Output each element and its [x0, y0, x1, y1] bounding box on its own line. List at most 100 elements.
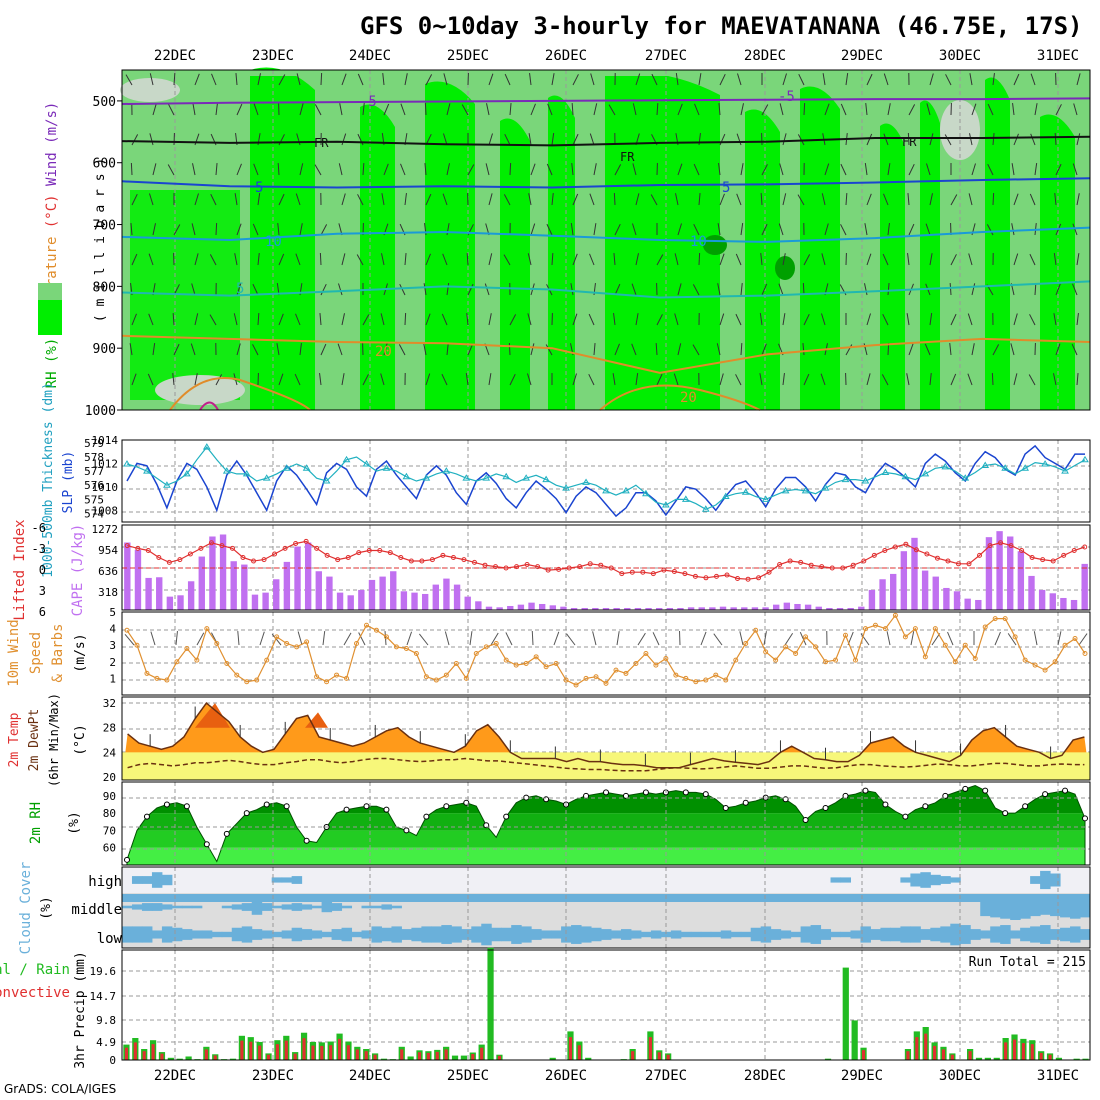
- cloud-bar: [1000, 895, 1011, 919]
- wind-barb: [779, 103, 784, 116]
- cloud-bar: [1020, 927, 1031, 942]
- li-marker: [903, 541, 909, 547]
- li-marker: [429, 557, 435, 563]
- cloud-bar: [281, 904, 293, 910]
- li-marker: [998, 540, 1004, 546]
- wind-speed-marker: [433, 677, 439, 683]
- wind-barb: [840, 224, 847, 236]
- cloud-bar: [940, 926, 951, 943]
- cloud-bar: [840, 931, 851, 938]
- cloud-bar: [261, 903, 273, 911]
- thickness-marker: [163, 481, 171, 488]
- li-marker: [829, 565, 835, 571]
- isotherm-label: 5: [236, 281, 244, 297]
- convective-bar: [480, 1047, 484, 1060]
- wind-barb: [529, 73, 532, 86]
- precip-bar: [451, 1055, 459, 1060]
- cloud-bar: [541, 930, 552, 939]
- wind-barb: [719, 73, 726, 86]
- wind-speed-marker: [922, 654, 928, 660]
- wind-barb: [887, 283, 890, 296]
- wind-barb: [486, 103, 490, 116]
- wind-barb: [296, 73, 301, 86]
- wind-barb: [1013, 133, 1019, 146]
- cloud-bar: [281, 877, 293, 883]
- thickness-marker: [362, 460, 371, 467]
- li-marker: [1019, 548, 1025, 553]
- date-label-bottom: 27DEC: [645, 1068, 687, 1084]
- slp-tick-label: 1014: [92, 434, 119, 447]
- wind-speed-marker: [663, 655, 669, 661]
- convective-bar: [302, 1038, 306, 1060]
- wind-barb: [215, 103, 218, 116]
- cloud-bar: [860, 926, 871, 943]
- thickness-line: [126, 446, 1086, 510]
- wind-barb: [608, 104, 616, 116]
- precip-bar: [176, 1058, 183, 1060]
- convective-bar: [213, 1055, 217, 1060]
- li-marker: [977, 552, 983, 558]
- wind-barb: [798, 73, 805, 86]
- thickness-marker: [761, 495, 770, 502]
- slp-tick-label: 1010: [92, 481, 119, 494]
- rh-marker: [882, 801, 889, 808]
- wind-barb: [504, 73, 511, 86]
- wind-barb: [719, 373, 724, 386]
- wind-barb: [319, 313, 322, 326]
- convective-bar: [151, 1044, 155, 1060]
- wind-barb: [590, 73, 595, 86]
- wind-barb: [380, 313, 385, 326]
- wind-barb: [215, 163, 218, 176]
- rh-humid-column: [548, 95, 575, 410]
- cape-bar: [251, 594, 259, 610]
- convective-bar: [249, 1041, 253, 1060]
- wind-barb: [614, 343, 620, 356]
- wind-barb: [735, 313, 742, 326]
- cloud-bar: [471, 926, 482, 943]
- li-marker: [745, 576, 751, 582]
- wind-axis-label: Speed: [28, 632, 44, 674]
- wind-barb: [425, 373, 431, 386]
- wind-barb: [341, 73, 347, 86]
- cape-tick-label: 954: [98, 544, 118, 557]
- cloud-bar: [461, 929, 472, 940]
- wind-barb: [674, 253, 679, 266]
- wind-barb: [446, 283, 450, 296]
- wind-tick-label: 3: [109, 639, 116, 652]
- wind-barb: [1034, 163, 1038, 176]
- cape-bar: [528, 602, 535, 610]
- wind-speed-marker: [763, 649, 769, 655]
- wind-barb: [779, 163, 784, 176]
- precip-bar: [167, 1057, 174, 1060]
- li-marker: [629, 569, 635, 575]
- cape-bar: [156, 577, 163, 610]
- precip-bar: [549, 1057, 556, 1060]
- li-marker: [545, 567, 551, 573]
- wind-barb: [257, 312, 260, 326]
- convective-bar: [160, 1053, 164, 1060]
- cape-bar: [464, 596, 471, 610]
- cloud-bar: [601, 929, 612, 940]
- cloud-bar: [1060, 896, 1071, 918]
- cloud-bar: [122, 905, 133, 909]
- li-marker: [861, 558, 867, 564]
- precip-bar: [460, 1055, 468, 1060]
- isotherm-line: [121, 177, 1091, 189]
- wind-barb: [572, 373, 577, 386]
- rh-axis-label: 2m RH: [28, 802, 44, 844]
- temp-line: [127, 702, 1085, 769]
- convective-bar: [968, 1051, 972, 1060]
- wind-barb: [192, 163, 196, 176]
- rh-marker: [622, 792, 629, 799]
- wind-barb: [253, 163, 259, 176]
- thickness-marker: [562, 484, 570, 491]
- li-marker: [756, 575, 762, 581]
- cloud-bar: [1020, 895, 1031, 919]
- wind-barb: [908, 343, 914, 356]
- convective-bar: [373, 1054, 377, 1060]
- wind-barb: [442, 253, 448, 266]
- wind-barb: [588, 373, 595, 386]
- wind-barb: [589, 133, 595, 146]
- cloud-bar: [291, 876, 303, 884]
- cloud-bar: [161, 904, 173, 910]
